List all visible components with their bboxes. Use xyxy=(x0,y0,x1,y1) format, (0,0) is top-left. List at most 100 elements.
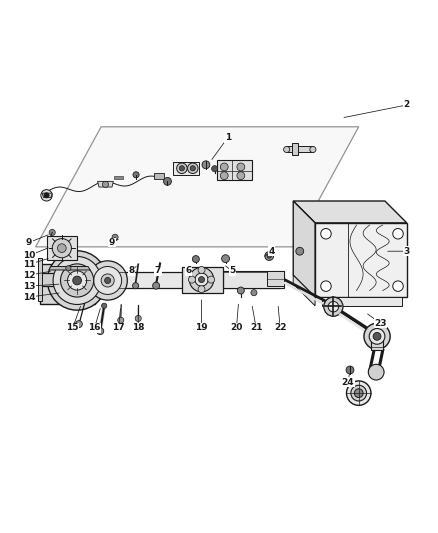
Circle shape xyxy=(364,323,390,350)
Circle shape xyxy=(66,265,71,271)
Text: 22: 22 xyxy=(274,323,286,332)
Text: 9: 9 xyxy=(109,238,115,247)
Circle shape xyxy=(189,268,214,292)
Polygon shape xyxy=(153,173,164,179)
Circle shape xyxy=(324,297,343,316)
Text: 5: 5 xyxy=(229,266,235,276)
Circle shape xyxy=(60,264,94,297)
Polygon shape xyxy=(182,266,223,293)
Polygon shape xyxy=(217,159,252,180)
Circle shape xyxy=(190,166,195,171)
Circle shape xyxy=(237,287,244,294)
Circle shape xyxy=(41,190,52,201)
Text: 10: 10 xyxy=(23,251,35,260)
Circle shape xyxy=(373,333,381,340)
Text: 15: 15 xyxy=(67,323,79,332)
Polygon shape xyxy=(40,273,95,286)
Text: 23: 23 xyxy=(374,319,387,328)
Circle shape xyxy=(198,266,205,273)
Circle shape xyxy=(52,239,71,258)
Circle shape xyxy=(57,244,66,253)
Circle shape xyxy=(118,317,124,323)
Polygon shape xyxy=(293,275,315,306)
Circle shape xyxy=(195,273,208,286)
Circle shape xyxy=(368,364,384,380)
Text: 12: 12 xyxy=(23,271,35,280)
Text: 7: 7 xyxy=(155,266,161,276)
Text: 11: 11 xyxy=(23,260,35,269)
Circle shape xyxy=(321,281,331,292)
Text: 20: 20 xyxy=(230,323,243,332)
Circle shape xyxy=(133,282,139,289)
Circle shape xyxy=(354,389,363,398)
Text: 24: 24 xyxy=(342,378,354,387)
Circle shape xyxy=(251,289,257,296)
Circle shape xyxy=(208,276,215,283)
Polygon shape xyxy=(315,223,407,297)
Text: 3: 3 xyxy=(404,247,410,256)
Polygon shape xyxy=(371,336,383,350)
Circle shape xyxy=(369,328,385,344)
Circle shape xyxy=(346,381,371,405)
Text: 18: 18 xyxy=(132,323,145,332)
Circle shape xyxy=(102,303,107,309)
Polygon shape xyxy=(46,236,77,260)
Circle shape xyxy=(188,276,195,283)
Text: 16: 16 xyxy=(88,323,101,332)
Polygon shape xyxy=(114,176,123,179)
Circle shape xyxy=(73,276,81,285)
Circle shape xyxy=(135,316,141,321)
Circle shape xyxy=(44,193,49,198)
Circle shape xyxy=(237,172,245,180)
Text: 9: 9 xyxy=(26,238,32,247)
Circle shape xyxy=(393,229,403,239)
Circle shape xyxy=(152,282,159,289)
Text: 14: 14 xyxy=(23,293,35,302)
Circle shape xyxy=(101,274,114,287)
Circle shape xyxy=(267,254,272,258)
Text: 13: 13 xyxy=(23,281,35,290)
Polygon shape xyxy=(173,161,199,175)
Polygon shape xyxy=(40,264,95,304)
Text: 1: 1 xyxy=(225,133,231,142)
Circle shape xyxy=(133,172,139,178)
Text: 17: 17 xyxy=(112,323,125,332)
Polygon shape xyxy=(98,181,113,187)
Polygon shape xyxy=(106,272,280,288)
Circle shape xyxy=(102,181,109,188)
Polygon shape xyxy=(49,266,90,270)
Circle shape xyxy=(346,366,354,374)
Circle shape xyxy=(97,328,104,335)
Polygon shape xyxy=(293,201,407,223)
Circle shape xyxy=(237,163,245,171)
Polygon shape xyxy=(287,147,313,152)
Circle shape xyxy=(94,266,122,294)
Polygon shape xyxy=(35,127,359,247)
Circle shape xyxy=(192,256,199,263)
Circle shape xyxy=(393,281,403,292)
Circle shape xyxy=(105,277,111,284)
Text: 19: 19 xyxy=(195,323,208,332)
Text: 6: 6 xyxy=(185,266,191,276)
Polygon shape xyxy=(42,193,52,198)
Circle shape xyxy=(310,147,316,152)
Circle shape xyxy=(112,234,118,240)
Polygon shape xyxy=(223,271,285,288)
Circle shape xyxy=(321,229,331,239)
Circle shape xyxy=(212,166,218,172)
Circle shape xyxy=(163,177,171,185)
Circle shape xyxy=(220,172,228,180)
Circle shape xyxy=(198,286,205,293)
Circle shape xyxy=(177,163,187,174)
Circle shape xyxy=(198,277,205,282)
Circle shape xyxy=(88,261,127,300)
Circle shape xyxy=(67,271,87,290)
Circle shape xyxy=(220,163,228,171)
Circle shape xyxy=(49,229,55,236)
Circle shape xyxy=(53,256,101,304)
Polygon shape xyxy=(293,201,315,297)
Circle shape xyxy=(284,147,290,152)
Polygon shape xyxy=(267,271,284,286)
Polygon shape xyxy=(292,143,297,155)
Circle shape xyxy=(265,252,274,261)
